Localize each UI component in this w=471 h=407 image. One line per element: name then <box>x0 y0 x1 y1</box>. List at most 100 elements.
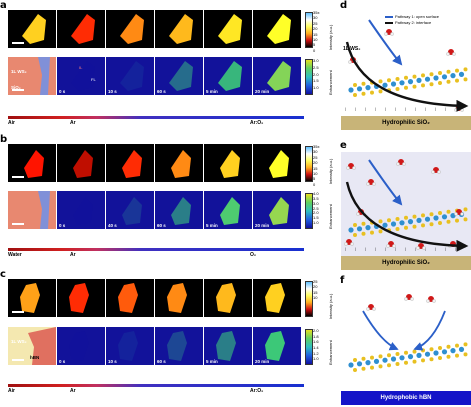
enhancement-image: 60 s <box>155 327 203 365</box>
gas-label: Ar <box>70 120 76 126</box>
tick-label: 2.5 <box>313 64 319 70</box>
scale-bar <box>12 223 24 225</box>
pl-intensity-image <box>57 279 105 317</box>
enhancement-ticks: 4.0 3.5 3.0 2.5 2.0 1.5 1.0 <box>313 191 319 226</box>
tick-label: 1.0 <box>313 85 319 91</box>
svg-text:|: | <box>415 106 416 111</box>
intensity-axis-title: Intensity (a.u.) <box>328 293 333 319</box>
intensity-colorbar <box>305 12 313 48</box>
enhancement-ticks: 3.0 2.5 2.0 1.5 1.0 <box>313 58 319 92</box>
pl-intensity-image <box>57 144 105 182</box>
substrate-label: Hydrophilic SiO₂ <box>341 256 471 270</box>
enhancement-image: 20 min <box>253 327 301 365</box>
svg-text:|: | <box>435 246 436 251</box>
pl-intensity-image <box>57 10 105 48</box>
flake-shape <box>118 283 138 313</box>
tick-label: 0 <box>313 181 316 187</box>
gas-label: Ar:O₂ <box>250 388 264 394</box>
tick-label: 2.0 <box>313 210 319 216</box>
enhancement-image: 0 s <box>57 57 105 95</box>
enhancement-ticks: 2.0 1.8 1.6 1.4 1.2 1.0 <box>313 328 319 362</box>
substrate-label: Hydrophobic hBN <box>341 391 471 405</box>
enhancement-flake <box>118 331 138 361</box>
enhancement-image: 60 s <box>155 191 203 229</box>
enhancement-image: 20 min <box>253 191 301 229</box>
flake-shape <box>24 150 44 178</box>
pl-intensity-image <box>204 10 252 48</box>
pathway-legend: Pathway 1: open surface Pathway 2: interf… <box>385 14 439 26</box>
gas-label: Ar <box>70 388 76 394</box>
pl-intensity-image <box>155 279 203 317</box>
enhancement-flake <box>265 331 285 361</box>
tick-label: 1.5 <box>313 78 319 84</box>
gas-label: Water <box>8 252 22 258</box>
flake-shape <box>20 283 40 313</box>
intensity-ticks: 25 20 15 10 <box>313 279 317 301</box>
enhancement-image: 60 s <box>155 57 203 95</box>
gas-label: Ar <box>70 252 76 258</box>
region-label-il: IL <box>79 65 83 70</box>
svg-text:|: | <box>395 106 396 111</box>
enhancement-flake <box>220 197 240 225</box>
time-label: 0 s <box>59 223 66 228</box>
intensity-colorbar <box>305 281 313 317</box>
enhancement-image: 5 min <box>204 191 252 229</box>
time-label: 5 min <box>206 223 218 228</box>
optical-image: 1L WS₂ SiO₂ <box>8 57 56 95</box>
lattice-diagram <box>348 294 468 372</box>
svg-text:|: | <box>445 106 446 111</box>
schematic-f: Hydrophobic hBN <box>341 287 471 405</box>
intensity-colorbar <box>305 146 313 182</box>
flake-shape <box>171 150 191 178</box>
tick-label: 15 <box>313 289 318 295</box>
flake-shape <box>122 150 142 178</box>
enhancement-flake <box>218 61 242 91</box>
substrate-label: Hydrophilic SiO₂ <box>341 116 471 130</box>
tick-label: 2.0 <box>313 328 319 333</box>
panel-label-f: f <box>340 275 345 286</box>
tick-label: 2.0 <box>313 71 319 77</box>
optical-image <box>8 191 56 229</box>
svg-text:|: | <box>385 106 386 111</box>
tick-label: 20 <box>313 160 318 166</box>
svg-text:|: | <box>385 246 386 251</box>
scale-bar <box>12 89 24 91</box>
flake-shape <box>218 14 242 44</box>
flake-shape <box>216 283 236 313</box>
flake-shape <box>269 150 289 178</box>
svg-text:|: | <box>455 246 456 251</box>
enhancement-axis-title: Enhancement <box>328 70 333 95</box>
svg-text:|: | <box>355 246 356 251</box>
scale-bar <box>12 359 24 361</box>
flake-shape <box>267 14 291 44</box>
schematic-d: ||||||||||||Pathway 1: open surfacePathw… <box>341 12 471 130</box>
flake-shape <box>220 150 240 178</box>
tick-label: 25 <box>313 20 318 26</box>
svg-text:|: | <box>395 246 396 251</box>
enhancement-image: 10 s <box>106 57 154 95</box>
flake-shape <box>265 283 285 313</box>
legend-entry: Pathway 1: open surface <box>385 14 439 20</box>
tick-label: 30 <box>313 149 318 155</box>
time-label: 0 s <box>59 89 66 94</box>
time-label: 5 min <box>206 359 218 364</box>
pl-intensity-image <box>253 144 301 182</box>
substrate-label: hBN <box>30 355 40 360</box>
tick-label: 10 <box>313 295 318 301</box>
tick-label: 1.8 <box>313 333 319 339</box>
gas-timeline-bar <box>8 248 304 251</box>
optical-flake <box>38 191 50 229</box>
intensity-ticks: 35x 30 25 20 15 10 5 0 <box>313 144 319 187</box>
panel-label-e: e <box>340 140 347 151</box>
panel-label-b: b <box>0 134 8 145</box>
intensity-axis-title: Intensity (a.u.) <box>328 24 333 50</box>
enhancement-colorbar <box>305 193 313 229</box>
tick-label: 20 <box>313 284 318 290</box>
svg-text:|: | <box>345 246 346 251</box>
svg-text:|: | <box>405 246 406 251</box>
enhancement-image: 0 s <box>57 191 105 229</box>
svg-text:|: | <box>435 106 436 111</box>
tick-label: 3.0 <box>313 58 319 63</box>
tick-label: 3.0 <box>313 200 319 206</box>
enhancement-image: 5 min <box>204 327 252 365</box>
